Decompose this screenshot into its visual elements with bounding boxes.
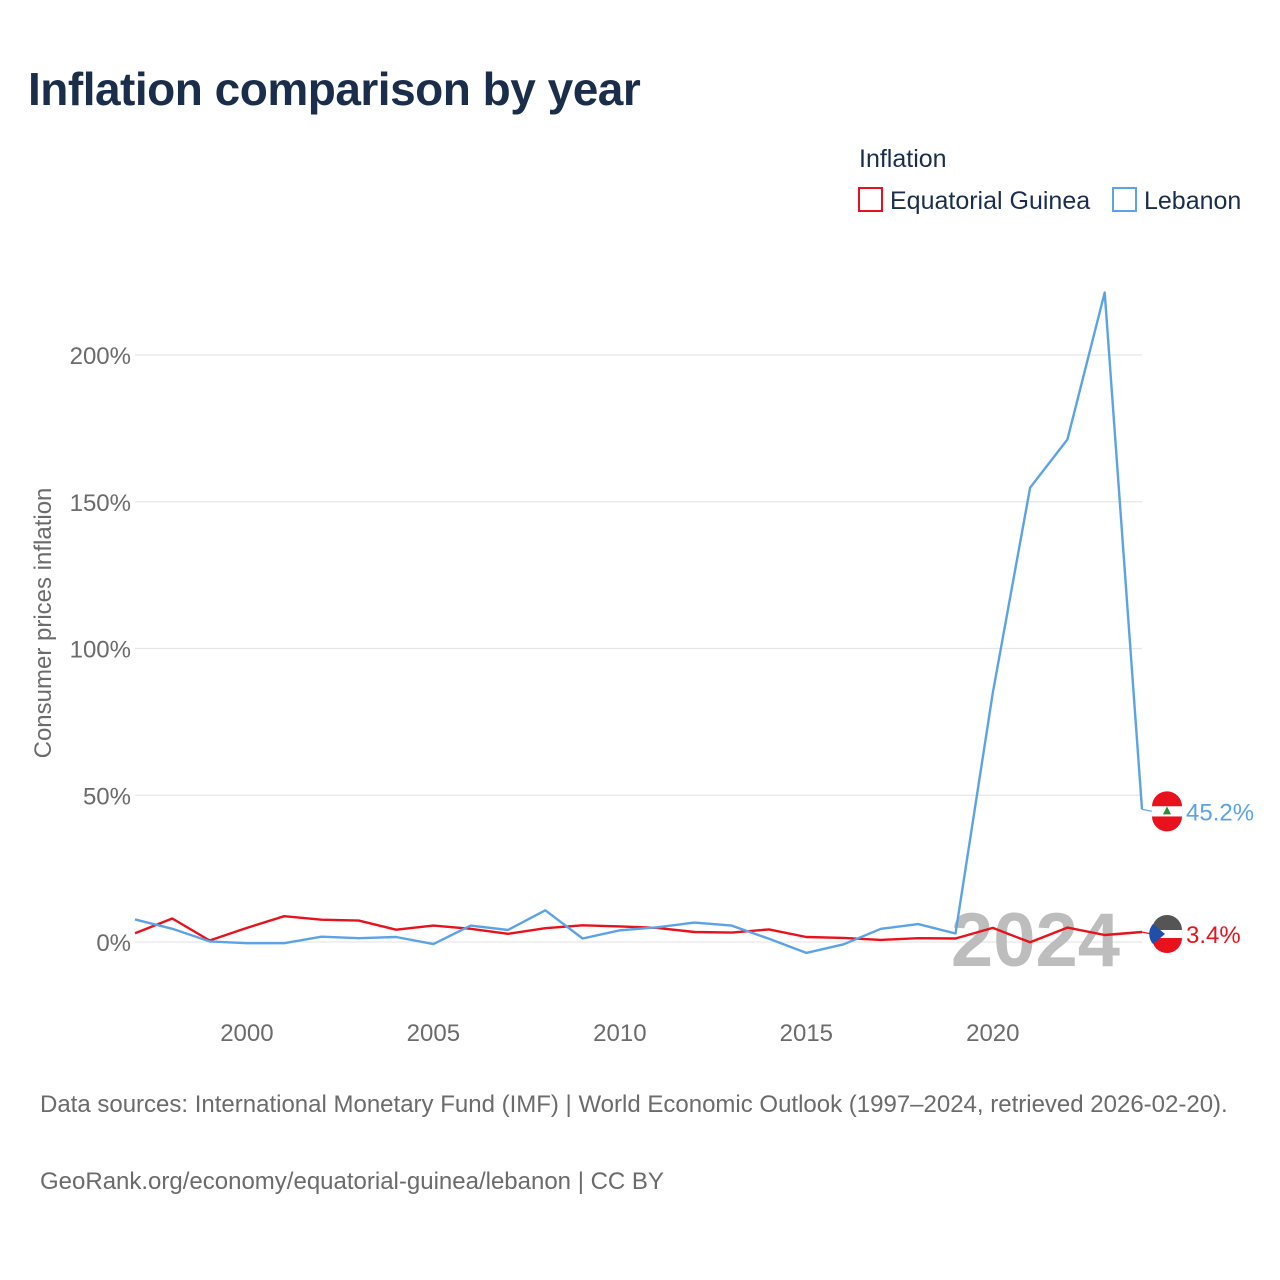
y-tick-label: 150% (70, 490, 131, 517)
legend-swatch-lebanon (1112, 187, 1137, 212)
x-axis-ticks: 2000 2005 2010 2015 2020 (220, 1020, 1019, 1047)
y-tick-label: 50% (83, 783, 131, 810)
source-note: Data sources: International Monetary Fun… (40, 1091, 1228, 1118)
flag-icon-equatorial-guinea (1149, 915, 1183, 954)
x-tick-label: 2000 (220, 1020, 273, 1047)
x-tick-label: 2005 (407, 1020, 460, 1047)
y-tick-label: 200% (70, 343, 131, 370)
legend-title: Inflation (859, 145, 947, 173)
gridlines (135, 354, 1142, 943)
x-tick-label: 2020 (966, 1020, 1019, 1047)
y-axis-label: Consumer prices inflation (30, 488, 57, 759)
series-lines (134, 291, 1144, 955)
end-value-label-lebanon: 45.2% (1186, 799, 1254, 826)
x-tick-label: 2010 (593, 1020, 646, 1047)
legend-label-equatorial-guinea: Equatorial Guinea (890, 187, 1090, 215)
end-value-label-equatorial-guinea: 3.4% (1186, 922, 1241, 949)
series-end-markers: 45.2% 3.4% (1141, 791, 1254, 954)
legend-item-equatorial-guinea[interactable]: Equatorial Guinea (858, 187, 1090, 215)
y-tick-label: 0% (96, 930, 131, 957)
chart-title: Inflation comparison by year (28, 63, 641, 115)
legend-item-lebanon[interactable]: Lebanon (1112, 187, 1241, 215)
legend: Inflation Equatorial Guinea Lebanon (858, 145, 1241, 215)
legend-swatch-equatorial-guinea (858, 187, 883, 212)
series-line-equatorial-guinea[interactable] (134, 915, 1143, 944)
series-line-lebanon[interactable] (134, 291, 1144, 955)
y-axis-ticks: 0% 50% 100% 150% 200% (70, 343, 131, 957)
line-chart: 0% 50% 100% 150% 200% 2000 2005 2010 2015 2020 C… (30, 145, 1254, 1047)
flag-icon-lebanon (1151, 791, 1183, 832)
y-tick-label: 100% (70, 637, 131, 664)
end-connector-lebanon (1141, 808, 1153, 812)
legend-label-lebanon: Lebanon (1144, 187, 1241, 215)
x-tick-label: 2015 (780, 1020, 833, 1047)
attribution-link[interactable]: GeoRank.org/economy/equatorial-guinea/le… (40, 1168, 664, 1195)
